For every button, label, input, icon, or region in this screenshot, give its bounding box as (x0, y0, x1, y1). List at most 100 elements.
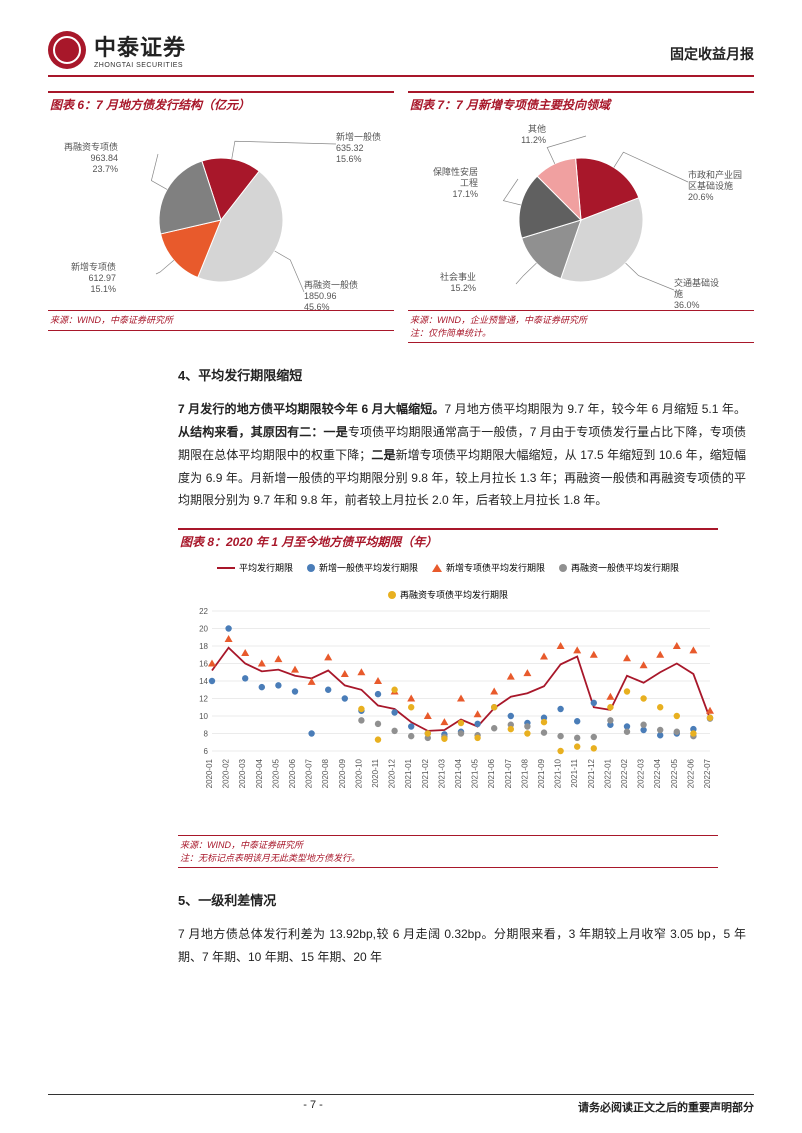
section4-heading: 4、平均发行期限缩短 (178, 365, 754, 384)
svg-text:2020-04: 2020-04 (255, 759, 264, 789)
svg-text:612.97: 612.97 (88, 273, 116, 283)
pie7-svg: 市政和产业园区基础设施20.6%交通基础设施36.0%社会事业15.2%保障性安… (416, 120, 746, 310)
svg-text:新增专项债: 新增专项债 (71, 261, 116, 272)
svg-text:17.1%: 17.1% (452, 189, 478, 199)
chart8-source: 来源：WIND，中泰证券研究所 注：无标记点表明该月无此类型地方债发行。 (178, 835, 718, 868)
svg-text:2021-09: 2021-09 (537, 759, 546, 789)
lg3: 再融资一般债平均发行期限 (571, 561, 679, 574)
section5-heading: 5、一级利差情况 (178, 890, 754, 909)
logo-text-en: ZHONGTAI SECURITIES (94, 62, 186, 69)
svg-text:2020-11: 2020-11 (371, 759, 380, 788)
svg-text:2020-01: 2020-01 (205, 759, 214, 789)
chart6-title: 图表 6：7 月地方债发行结构（亿元） (50, 96, 392, 113)
chart8-title: 图表 8：2020 年 1 月至今地方债平均期限（年） (180, 533, 716, 550)
svg-text:其他: 其他 (528, 123, 546, 134)
svg-text:2022-05: 2022-05 (670, 759, 679, 789)
section4-para: 7 月发行的地方债平均期限较今年 6 月大幅缩短。7 月地方债平均期限为 9.7… (178, 398, 746, 512)
chart8-note: 注：无标记点表明该月无此类型地方债发行。 (180, 853, 360, 863)
svg-text:2020-06: 2020-06 (288, 759, 297, 789)
svg-text:工程: 工程 (460, 178, 478, 188)
svg-text:2022-07: 2022-07 (703, 759, 712, 789)
svg-text:15.1%: 15.1% (90, 284, 116, 294)
svg-text:20.6%: 20.6% (688, 192, 714, 202)
chart7-source: 来源：WIND，企业预警通，中泰证券研究所 注：仅作简单统计。 (408, 310, 754, 343)
svg-text:1850.96: 1850.96 (304, 291, 337, 301)
svg-text:2022-02: 2022-02 (620, 759, 629, 789)
svg-text:2021-07: 2021-07 (504, 759, 513, 789)
chart6-source: 来源：WIND，中泰证券研究所 (48, 310, 394, 331)
svg-text:12: 12 (199, 695, 208, 704)
svg-text:2021-08: 2021-08 (520, 759, 529, 789)
svg-text:15.2%: 15.2% (450, 283, 476, 293)
svg-text:6: 6 (204, 747, 209, 756)
scatter8-svg: 68101214161820222020-012020-022020-03202… (178, 605, 718, 795)
pie6-svg: 新增一般债635.3215.6%再融资一般债1850.9645.6%新增专项债6… (56, 120, 386, 310)
svg-text:14: 14 (199, 677, 208, 686)
svg-text:再融资专项债: 再融资专项债 (64, 141, 118, 152)
s4-b3: 二是 (371, 448, 395, 462)
svg-text:2021-11: 2021-11 (570, 759, 579, 788)
svg-text:16: 16 (199, 660, 208, 669)
page: 中泰证券 ZHONGTAI SECURITIES 固定收益月报 图表 6：7 月… (0, 0, 802, 1133)
svg-text:45.6%: 45.6% (304, 302, 330, 310)
svg-text:2022-03: 2022-03 (637, 759, 646, 789)
svg-text:11.2%: 11.2% (521, 135, 546, 145)
chart7-note: 注：仅作简单统计。 (410, 328, 491, 338)
s4-b2: 从结构来看，其原因有二：一是 (178, 425, 348, 439)
svg-text:8: 8 (204, 730, 209, 739)
logo-icon (48, 31, 86, 69)
svg-text:15.6%: 15.6% (336, 154, 362, 164)
legend-dot-grey-icon (559, 564, 567, 572)
section5-para: 7 月地方债总体发行利差为 13.92bp,较 6 月走阔 0.32bp。分期限… (178, 923, 746, 969)
lg4: 再融资专项债平均发行期限 (400, 588, 508, 601)
svg-text:市政和产业园: 市政和产业园 (688, 169, 742, 180)
svg-text:2021-06: 2021-06 (487, 759, 496, 789)
chart7-pie: 市政和产业园区基础设施20.6%交通基础设施36.0%社会事业15.2%保障性安… (408, 120, 754, 310)
lg0: 平均发行期限 (239, 561, 293, 574)
disclaimer: 请务必阅读正文之后的重要声明部分 (578, 1099, 754, 1115)
svg-text:2021-10: 2021-10 (554, 759, 563, 789)
svg-text:新增一般债: 新增一般债 (336, 131, 381, 142)
page-number: - 7 - (303, 1099, 323, 1115)
svg-text:23.7%: 23.7% (92, 164, 118, 174)
chart7-source-text: 来源：WIND，企业预警通，中泰证券研究所 (410, 315, 587, 325)
svg-text:保障性安居: 保障性安居 (433, 166, 478, 177)
svg-text:36.0%: 36.0% (674, 300, 700, 310)
svg-text:10: 10 (199, 712, 208, 721)
svg-text:963.84: 963.84 (90, 153, 118, 163)
svg-text:2020-09: 2020-09 (338, 759, 347, 789)
svg-text:2022-06: 2022-06 (686, 759, 695, 789)
chart6-box: 图表 6：7 月地方债发行结构（亿元） 新增一般债635.3215.6%再融资一… (48, 91, 394, 343)
svg-text:635.32: 635.32 (336, 143, 364, 153)
svg-text:2021-12: 2021-12 (587, 759, 596, 789)
legend-triangle-icon (432, 564, 442, 572)
chart8-box: 图表 8：2020 年 1 月至今地方债平均期限（年） 平均发行期限 新增一般债… (178, 528, 718, 868)
svg-text:2021-05: 2021-05 (471, 759, 480, 789)
svg-text:18: 18 (199, 642, 208, 651)
svg-text:2021-03: 2021-03 (437, 759, 446, 789)
svg-text:22: 22 (199, 607, 208, 616)
s4-b1: 7 月发行的地方债平均期限较今年 6 月大幅缩短。 (178, 402, 445, 416)
logo-text-cn: 中泰证券 (94, 30, 186, 62)
svg-text:施: 施 (674, 288, 683, 299)
svg-text:2020-10: 2020-10 (354, 759, 363, 789)
svg-text:20: 20 (199, 625, 208, 634)
legend-dot-blue-icon (307, 564, 315, 572)
page-header: 中泰证券 ZHONGTAI SECURITIES 固定收益月报 (48, 30, 754, 77)
chart6-pie: 新增一般债635.3215.6%再融资一般债1850.9645.6%新增专项债6… (48, 120, 394, 310)
lg2: 新增专项债平均发行期限 (446, 561, 545, 574)
svg-text:2021-04: 2021-04 (454, 759, 463, 789)
svg-text:2020-05: 2020-05 (271, 759, 280, 789)
charts-row-top: 图表 6：7 月地方债发行结构（亿元） 新增一般债635.3215.6%再融资一… (48, 91, 754, 343)
svg-text:2020-08: 2020-08 (321, 759, 330, 789)
svg-text:社会事业: 社会事业 (440, 271, 476, 282)
chart7-title: 图表 7：7 月新增专项债主要投向领域 (410, 96, 752, 113)
report-type-title: 固定收益月报 (670, 44, 754, 64)
legend-line-icon (217, 567, 235, 569)
svg-text:2021-02: 2021-02 (421, 759, 430, 789)
svg-text:2022-04: 2022-04 (653, 759, 662, 789)
logo-block: 中泰证券 ZHONGTAI SECURITIES (48, 30, 186, 69)
chart8-source-text: 来源：WIND，中泰证券研究所 (180, 840, 303, 850)
chart8-legend: 平均发行期限 新增一般债平均发行期限 新增专项债平均发行期限 再融资一般债平均发… (178, 557, 718, 605)
svg-text:2021-01: 2021-01 (404, 759, 413, 789)
